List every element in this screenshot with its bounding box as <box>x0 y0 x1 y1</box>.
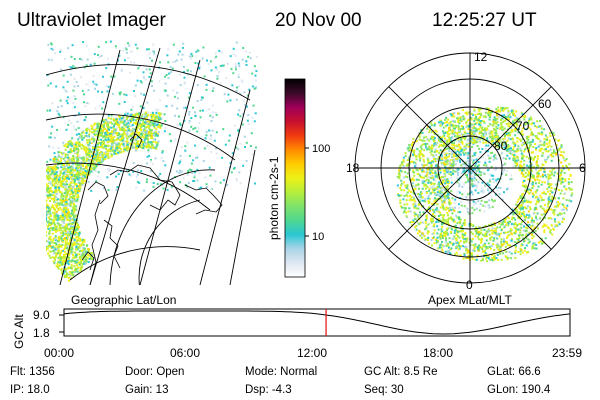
lat-label-70: 70 <box>516 119 530 133</box>
altitude-curve <box>63 310 571 335</box>
timeline-xtick-2359: 23:59 <box>552 346 583 360</box>
timeline-ytick-9: 9.0 <box>33 308 50 322</box>
lat-label-80: 80 <box>494 139 508 153</box>
timeline-frame <box>63 308 571 337</box>
time-label: 12:25:27 UT <box>432 10 537 31</box>
apex-map-label: Apex MLat/MLT <box>428 293 512 307</box>
status-mode: Mode: Normal <box>245 366 318 378</box>
colorbar <box>284 78 306 278</box>
status-door: Door: Open <box>125 366 185 378</box>
mlt-label-12: 12 <box>474 50 488 64</box>
mlt-label-0: 0 <box>466 278 473 292</box>
altitude-timeline: GC Alt 9.0 1.8 <box>12 308 571 349</box>
timeline-xtick-1200: 12:00 <box>297 346 328 360</box>
timeline-ytick-1.8: 1.8 <box>33 326 50 340</box>
geo-aurora-emission <box>46 40 258 282</box>
mlt-label-18: 18 <box>346 161 360 175</box>
status-dsp: Dsp: -4.3 <box>245 384 292 396</box>
colorbar-unit-label: photon cm-2s-1 <box>267 156 281 240</box>
instrument-title: Ultraviolet Imager <box>17 10 166 31</box>
status-gain: Gain: 13 <box>125 384 169 396</box>
timeline-xtick-1800: 18:00 <box>423 346 454 360</box>
colorbar-tick-label-100: 100 <box>312 143 330 155</box>
colorbar-tick-label-10: 10 <box>312 231 324 243</box>
apex-grid <box>354 52 586 284</box>
lat-label-60: 60 <box>538 97 552 111</box>
status-glon: GLon: 190.4 <box>487 384 551 396</box>
status-flight: Flt: 1356 <box>10 366 55 378</box>
status-ip: IP: 18.0 <box>10 384 50 396</box>
date-label: 20 Nov 00 <box>275 10 362 31</box>
geo-map-label: Geographic Lat/Lon <box>71 293 177 307</box>
mlt-label-6: 6 <box>579 161 586 175</box>
geo-grid-lines <box>46 47 256 285</box>
timeline-xtick-0600: 06:00 <box>170 346 201 360</box>
status-gc-alt: GC Alt: 8.5 Re <box>364 366 438 378</box>
apex-aurora-emission <box>396 106 574 263</box>
status-glat: GLat: 66.6 <box>487 366 541 378</box>
geo-coastlines <box>81 133 223 285</box>
timeline-xtick-0000: 00:00 <box>44 346 75 360</box>
apex-polar-map: 12 18 6 0 60 70 80 <box>346 50 586 292</box>
timeline-ylabel: GC Alt <box>12 314 26 349</box>
status-seq: Seq: 30 <box>364 384 404 396</box>
